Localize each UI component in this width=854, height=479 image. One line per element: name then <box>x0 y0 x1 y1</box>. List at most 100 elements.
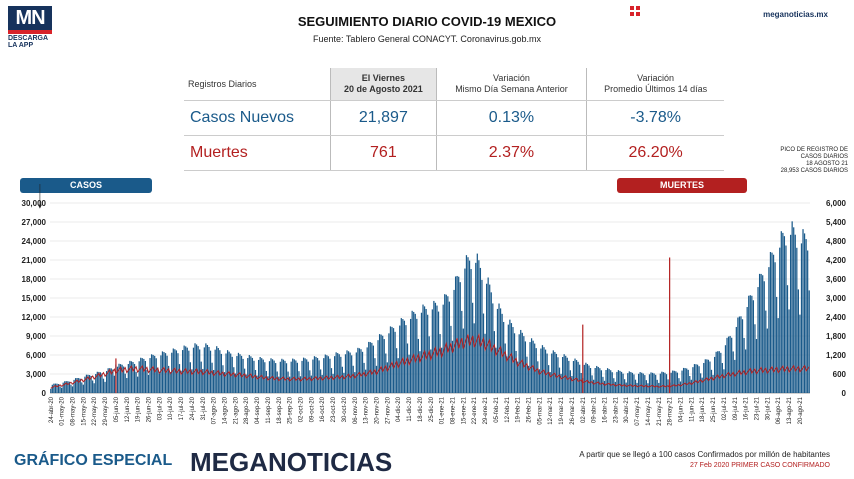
header-date: El Viernes 20 de Agosto 2021 <box>330 68 437 101</box>
case-bar <box>727 336 730 393</box>
case-bar <box>772 254 775 393</box>
case-bar <box>484 333 486 393</box>
header-var-avg-sub: Promedio Últimos 14 días <box>604 84 708 94</box>
case-bar <box>808 290 810 393</box>
case-bar <box>292 358 294 393</box>
case-bar <box>456 275 458 393</box>
case-bar <box>315 356 317 393</box>
case-bar <box>186 347 188 393</box>
case-bar <box>605 370 607 393</box>
case-bar <box>168 365 170 393</box>
peak-annotation: PICO DE REGISTRO DE CASOS DIARIOS 18 AGO… <box>752 147 848 175</box>
x-tick-label: 15-may-20 <box>81 396 87 425</box>
case-bar <box>149 358 151 393</box>
case-bar <box>155 358 157 393</box>
y-right-tick-label: 1,200 <box>826 351 847 360</box>
case-bar <box>752 300 755 393</box>
case-bar <box>50 388 52 393</box>
x-tick-label: 14-may-21 <box>646 396 652 425</box>
case-bar <box>346 350 348 393</box>
x-tick-label: 31-jul-20 <box>201 396 207 420</box>
case-bar <box>616 371 618 393</box>
case-bar <box>161 351 164 393</box>
case-bar <box>527 365 530 393</box>
case-bar <box>56 383 58 393</box>
x-tick-label: 08-ene-21 <box>451 396 457 424</box>
x-tick-label: 06-nov-20 <box>353 396 359 424</box>
x-tick-label: 22-ene-21 <box>472 396 478 424</box>
case-bar <box>270 358 272 393</box>
case-bar <box>357 347 359 393</box>
cases-label: Casos Nuevos <box>184 100 332 136</box>
deaths-value: 761 <box>330 135 437 171</box>
case-bar <box>123 366 125 393</box>
case-bar <box>329 358 331 393</box>
case-bar <box>439 334 441 393</box>
case-bar <box>365 369 367 393</box>
case-bar <box>766 328 768 393</box>
case-bar <box>653 373 655 393</box>
case-bar <box>803 233 806 393</box>
case-bar <box>295 360 297 393</box>
x-tick-label: 28-ago-20 <box>244 396 250 424</box>
y-right-tick-label: 600 <box>833 370 847 379</box>
case-bar <box>464 268 466 393</box>
case-bar <box>503 321 505 393</box>
case-bar <box>731 337 733 393</box>
case-bar <box>481 279 483 393</box>
case-bar <box>214 349 216 393</box>
case-bar <box>558 367 561 393</box>
case-bar <box>799 314 801 394</box>
case-bar <box>442 304 444 393</box>
app-logo[interactable]: MN DESCARGA LA APP <box>8 6 58 49</box>
case-bar <box>53 383 55 393</box>
case-bar <box>603 380 606 393</box>
case-bar <box>225 353 227 393</box>
case-bar <box>495 347 497 393</box>
case-bar <box>138 361 140 393</box>
x-tick-label: 25-dic-20 <box>429 396 435 422</box>
case-bar <box>157 367 159 393</box>
case-bar <box>281 358 283 393</box>
case-bar <box>723 369 725 393</box>
case-bar <box>293 359 295 393</box>
case-bar <box>121 364 123 393</box>
case-bar <box>279 361 281 393</box>
case-bar <box>647 383 649 393</box>
case-bar <box>642 373 644 393</box>
case-bar <box>441 347 443 393</box>
case-bar <box>126 378 128 393</box>
case-bar <box>355 352 357 393</box>
case-bar <box>754 324 756 393</box>
x-tick-label: 16-jul-21 <box>744 396 750 420</box>
case-bar <box>133 363 136 393</box>
case-bar <box>574 358 576 393</box>
site-url[interactable]: meganoticias.mx <box>763 10 828 19</box>
case-bar <box>129 360 131 393</box>
x-tick-label: 25-jun-21 <box>711 396 717 422</box>
y-right-tick-label: 6,000 <box>826 199 847 208</box>
case-bar <box>147 374 150 393</box>
case-bar <box>588 365 590 393</box>
x-tick-label: 09-jul-21 <box>733 396 739 420</box>
case-bar <box>347 351 350 393</box>
y-left-tick-label: 18,000 <box>22 275 47 284</box>
case-bar <box>388 333 390 393</box>
case-bar <box>476 253 478 393</box>
case-bar <box>105 371 108 393</box>
case-bar <box>327 356 330 393</box>
case-bar <box>119 364 122 393</box>
case-bar <box>360 349 362 393</box>
case-bar <box>320 369 322 393</box>
case-bar <box>740 316 742 393</box>
case-bar <box>248 355 250 393</box>
case-bar <box>413 311 415 393</box>
case-bar <box>785 245 787 393</box>
case-bar <box>208 346 210 393</box>
case-bar <box>737 317 739 393</box>
case-bar <box>591 375 593 393</box>
case-bar <box>312 359 314 393</box>
case-bar <box>118 363 120 393</box>
case-bar <box>307 361 309 393</box>
